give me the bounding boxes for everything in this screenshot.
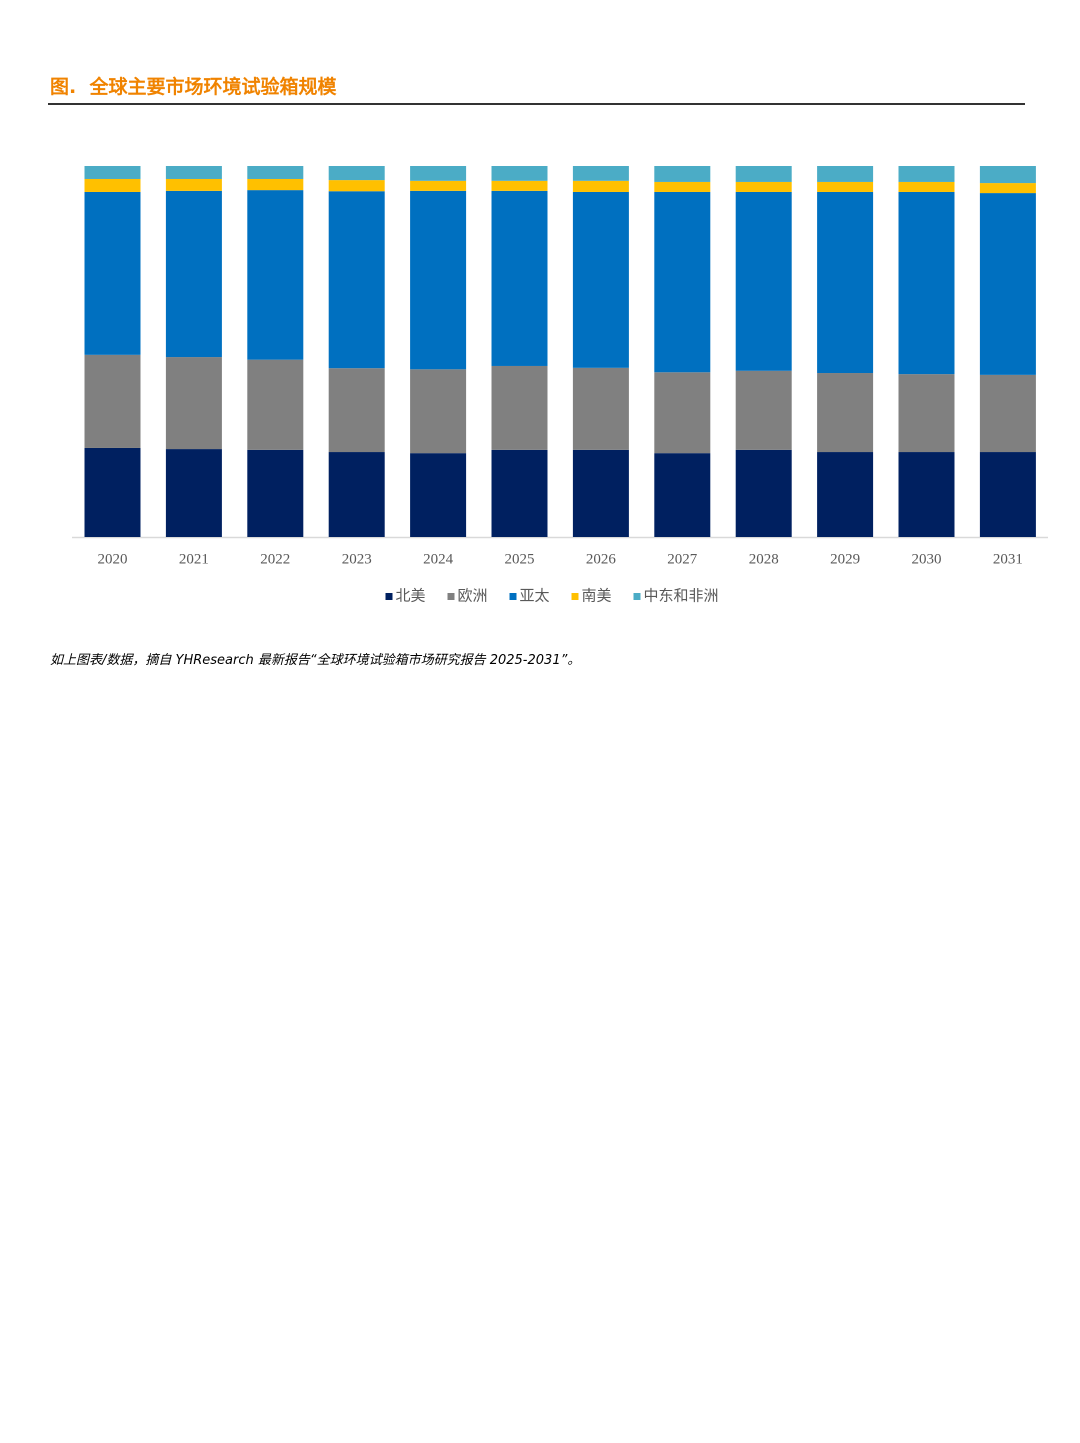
bar-segment bbox=[654, 372, 711, 454]
bar-segment bbox=[328, 166, 385, 181]
bar-segment bbox=[979, 183, 1036, 194]
legend-swatch bbox=[385, 593, 393, 600]
bar-segment bbox=[491, 449, 548, 537]
legend-label: 亚太 bbox=[520, 587, 550, 604]
bar-segment bbox=[572, 191, 629, 368]
x-tick-label: 2028 bbox=[749, 551, 779, 567]
figure-title: 图. 全球主要市场环境试验箱规模 bbox=[50, 76, 337, 98]
bar-segment bbox=[328, 180, 385, 192]
x-tick-label: 2022 bbox=[260, 551, 290, 567]
legend-swatch bbox=[633, 593, 641, 600]
bar-segment bbox=[572, 367, 629, 450]
bar-segment bbox=[410, 166, 467, 181]
bar-segment bbox=[328, 452, 385, 537]
bar-segment bbox=[898, 166, 955, 182]
bar-segment bbox=[491, 190, 548, 366]
bar-segment bbox=[817, 373, 874, 453]
x-tick-label: 2023 bbox=[342, 551, 372, 567]
bar-segment bbox=[898, 181, 955, 192]
legend-label: 北美 bbox=[396, 587, 426, 604]
bar-segment bbox=[735, 449, 792, 537]
chart: 2020 2021 2022 2023 2024 2025 2026 2027 2028 2029… bbox=[72, 166, 1048, 604]
x-tick-label: 2026 bbox=[586, 551, 617, 567]
bar-segment bbox=[735, 191, 792, 371]
legend-label: 南美 bbox=[582, 587, 612, 604]
bar-segment bbox=[979, 166, 1036, 184]
bar-segment bbox=[165, 190, 222, 358]
bar-segment bbox=[979, 374, 1036, 453]
bar-segment bbox=[654, 166, 711, 182]
bar-segment bbox=[247, 190, 304, 360]
bar-segment bbox=[84, 166, 141, 179]
bar-segment bbox=[410, 369, 467, 454]
title-rule bbox=[48, 103, 1025, 105]
bar-segment bbox=[328, 368, 385, 453]
bar-segment bbox=[328, 191, 385, 369]
bar-segment bbox=[979, 452, 1036, 537]
bar-segment bbox=[410, 190, 467, 370]
bar-segment bbox=[817, 452, 874, 537]
bar-segment bbox=[735, 181, 792, 192]
bar-segment bbox=[735, 370, 792, 450]
bar-segment bbox=[491, 166, 548, 181]
bar-segment bbox=[654, 453, 711, 537]
x-tick-label: 2031 bbox=[993, 551, 1023, 567]
legend-label: 欧洲 bbox=[458, 587, 488, 604]
bar-segment bbox=[898, 452, 955, 537]
x-tick-label: 2020 bbox=[98, 551, 128, 567]
x-tick-label: 2025 bbox=[505, 551, 535, 567]
bar-segment bbox=[165, 357, 222, 450]
legend-swatch bbox=[447, 593, 455, 600]
bar-segment bbox=[165, 449, 222, 537]
bar-segment bbox=[84, 354, 141, 448]
x-tick-label: 2021 bbox=[179, 551, 209, 567]
bar-segment bbox=[979, 193, 1036, 375]
x-tick-label: 2024 bbox=[423, 551, 454, 567]
bar-segment bbox=[247, 166, 304, 179]
bar-segment bbox=[165, 178, 222, 191]
bar-segment bbox=[247, 178, 304, 191]
legend-swatch bbox=[509, 593, 517, 600]
bar-segment bbox=[898, 191, 955, 375]
bar-segment bbox=[898, 374, 955, 453]
bar-segment bbox=[491, 180, 548, 191]
bar-segment bbox=[654, 191, 711, 373]
x-tick-label: 2027 bbox=[667, 551, 698, 567]
bar-segment bbox=[84, 191, 141, 355]
bar-segment bbox=[817, 181, 874, 192]
bar-segment bbox=[654, 181, 711, 192]
bar-segment bbox=[491, 365, 548, 450]
bar-segment bbox=[572, 166, 629, 181]
bar-segment bbox=[817, 191, 874, 374]
x-tick-label: 2030 bbox=[912, 551, 942, 567]
bar-segment bbox=[735, 166, 792, 182]
footnote: 如上图表/数据，摘自 YHResearch 最新报告“全球环境试验箱市场研究报告… bbox=[50, 653, 581, 668]
x-tick-label: 2029 bbox=[830, 551, 860, 567]
bar-segment bbox=[165, 166, 222, 179]
bar-segment bbox=[247, 359, 304, 450]
bar-segment bbox=[410, 180, 467, 191]
bar-segment bbox=[247, 449, 304, 537]
bar-segment bbox=[572, 449, 629, 537]
legend-label: 中东和非洲 bbox=[644, 587, 719, 604]
legend-swatch bbox=[571, 593, 579, 600]
bar-segment bbox=[84, 447, 141, 537]
bar-segment bbox=[817, 166, 874, 182]
bar-segment bbox=[410, 453, 467, 537]
bar-segment bbox=[84, 178, 141, 192]
bar-segment bbox=[572, 180, 629, 192]
